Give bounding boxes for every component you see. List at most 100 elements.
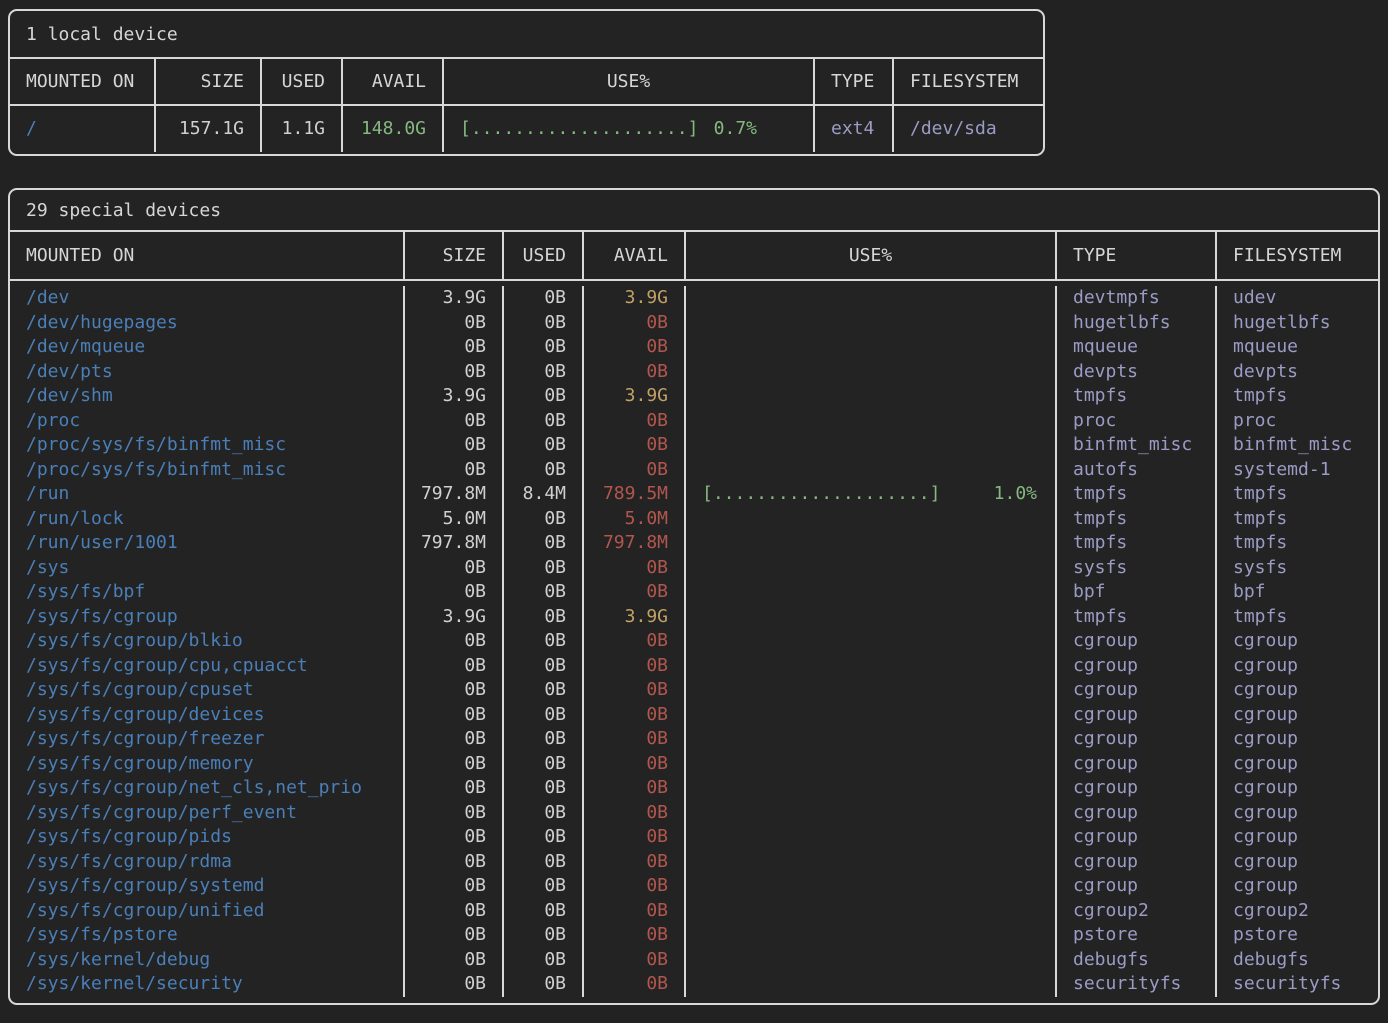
- local-devices-body: / 157.1G 1.1G 148.0G [..................…: [10, 106, 1043, 152]
- usage-cell: [686, 825, 1057, 850]
- type-cell: tmpfs: [1057, 482, 1217, 507]
- size-cell: 0B: [405, 825, 504, 850]
- used-cell: 0B: [504, 360, 584, 385]
- column-header-type: TYPE: [1057, 232, 1217, 279]
- device-row: /sys/fs/cgroup/cpu,cpuacct 0B 0B 0B cgro…: [10, 654, 1378, 679]
- mounted-on-cell: /dev/shm: [10, 384, 405, 409]
- size-cell: 0B: [405, 850, 504, 875]
- mounted-on-cell: /sys/fs/cgroup/freezer: [10, 727, 405, 752]
- type-cell: pstore: [1057, 923, 1217, 948]
- avail-cell: 5.0M: [584, 507, 686, 532]
- mounted-on-cell: /proc: [10, 409, 405, 434]
- used-cell: 1.1G: [262, 106, 343, 152]
- usage-cell: [686, 605, 1057, 630]
- mounted-on-cell: /sys/fs/cgroup/rdma: [10, 850, 405, 875]
- size-cell: 797.8M: [405, 531, 504, 556]
- usage-cell: [686, 850, 1057, 875]
- used-cell: 0B: [504, 531, 584, 556]
- used-cell: 0B: [504, 703, 584, 728]
- mounted-on-cell: /sys/fs/cgroup/unified: [10, 899, 405, 924]
- avail-cell: 3.9G: [584, 286, 686, 311]
- size-cell: 0B: [405, 678, 504, 703]
- filesystem-cell: debugfs: [1217, 948, 1378, 973]
- usage-percent: 0.7%: [714, 106, 757, 152]
- avail-cell: 3.9G: [584, 384, 686, 409]
- filesystem-cell: securityfs: [1217, 972, 1378, 997]
- column-header-mounted-on: MOUNTED ON: [10, 232, 405, 279]
- mounted-on-cell: /dev: [10, 286, 405, 311]
- size-cell: 0B: [405, 776, 504, 801]
- filesystem-cell: cgroup: [1217, 801, 1378, 826]
- device-row: /sys/kernel/security 0B 0B 0B securityfs…: [10, 972, 1378, 997]
- size-cell: 0B: [405, 311, 504, 336]
- mounted-on-cell: /proc/sys/fs/binfmt_misc: [10, 433, 405, 458]
- size-cell: 0B: [405, 580, 504, 605]
- type-cell: mqueue: [1057, 335, 1217, 360]
- mounted-on-cell: /sys/fs/cgroup/memory: [10, 752, 405, 777]
- avail-cell: 0B: [584, 335, 686, 360]
- filesystem-cell: cgroup: [1217, 752, 1378, 777]
- used-cell: 0B: [504, 629, 584, 654]
- mounted-on-cell: /sys/fs/pstore: [10, 923, 405, 948]
- type-cell: proc: [1057, 409, 1217, 434]
- used-cell: 0B: [504, 948, 584, 973]
- used-cell: 0B: [504, 335, 584, 360]
- avail-cell: 797.8M: [584, 531, 686, 556]
- device-row: /dev/hugepages 0B 0B 0B hugetlbfs hugetl…: [10, 311, 1378, 336]
- filesystem-cell: mqueue: [1217, 335, 1378, 360]
- used-cell: 0B: [504, 458, 584, 483]
- used-cell: 0B: [504, 972, 584, 997]
- filesystem-cell: sysfs: [1217, 556, 1378, 581]
- used-cell: 0B: [504, 752, 584, 777]
- usage-cell: [686, 727, 1057, 752]
- column-header-filesystem: FILESYSTEM: [1217, 232, 1378, 279]
- size-cell: 3.9G: [405, 286, 504, 311]
- avail-cell: 0B: [584, 678, 686, 703]
- avail-cell: 148.0G: [343, 106, 444, 152]
- avail-cell: 0B: [584, 972, 686, 997]
- used-cell: 0B: [504, 654, 584, 679]
- avail-cell: 0B: [584, 654, 686, 679]
- avail-cell: 0B: [584, 801, 686, 826]
- usage-cell: [686, 752, 1057, 777]
- mounted-on-cell: /sys/kernel/security: [10, 972, 405, 997]
- type-cell: autofs: [1057, 458, 1217, 483]
- used-cell: 0B: [504, 678, 584, 703]
- filesystem-cell: hugetlbfs: [1217, 311, 1378, 336]
- device-row: /sys/fs/cgroup/net_cls,net_prio 0B 0B 0B…: [10, 776, 1378, 801]
- avail-cell: 0B: [584, 825, 686, 850]
- size-cell: 0B: [405, 458, 504, 483]
- used-cell: 0B: [504, 311, 584, 336]
- avail-cell: 0B: [584, 311, 686, 336]
- size-cell: 0B: [405, 727, 504, 752]
- special-devices-header-row: MOUNTED ON SIZE USED AVAIL USE% TYPE FIL…: [10, 232, 1378, 281]
- device-row: /dev/mqueue 0B 0B 0B mqueue mqueue: [10, 335, 1378, 360]
- mounted-on-cell: /proc/sys/fs/binfmt_misc: [10, 458, 405, 483]
- avail-cell: 0B: [584, 727, 686, 752]
- type-cell: cgroup: [1057, 629, 1217, 654]
- size-cell: 0B: [405, 972, 504, 997]
- usage-cell: [686, 531, 1057, 556]
- device-row: /sys/fs/bpf 0B 0B 0B bpf bpf: [10, 580, 1378, 605]
- type-cell: hugetlbfs: [1057, 311, 1217, 336]
- size-cell: 0B: [405, 899, 504, 924]
- mounted-on-cell: /sys/fs/cgroup/systemd: [10, 874, 405, 899]
- size-cell: 0B: [405, 948, 504, 973]
- mounted-on-cell: /run/lock: [10, 507, 405, 532]
- column-header-size: SIZE: [405, 232, 504, 279]
- column-header-use-pct: USE%: [444, 59, 815, 104]
- filesystem-cell: cgroup: [1217, 678, 1378, 703]
- mounted-on-cell: /dev/mqueue: [10, 335, 405, 360]
- column-header-used: USED: [262, 59, 343, 104]
- mounted-on-cell: /sys/fs/cgroup/perf_event: [10, 801, 405, 826]
- device-row: /sys/fs/cgroup/systemd 0B 0B 0B cgroup c…: [10, 874, 1378, 899]
- filesystem-cell: tmpfs: [1217, 482, 1378, 507]
- avail-cell: 0B: [584, 850, 686, 875]
- size-cell: 0B: [405, 629, 504, 654]
- type-cell: cgroup: [1057, 850, 1217, 875]
- used-cell: 0B: [504, 605, 584, 630]
- avail-cell: 0B: [584, 923, 686, 948]
- avail-cell: 0B: [584, 556, 686, 581]
- filesystem-cell: cgroup: [1217, 874, 1378, 899]
- filesystem-cell: proc: [1217, 409, 1378, 434]
